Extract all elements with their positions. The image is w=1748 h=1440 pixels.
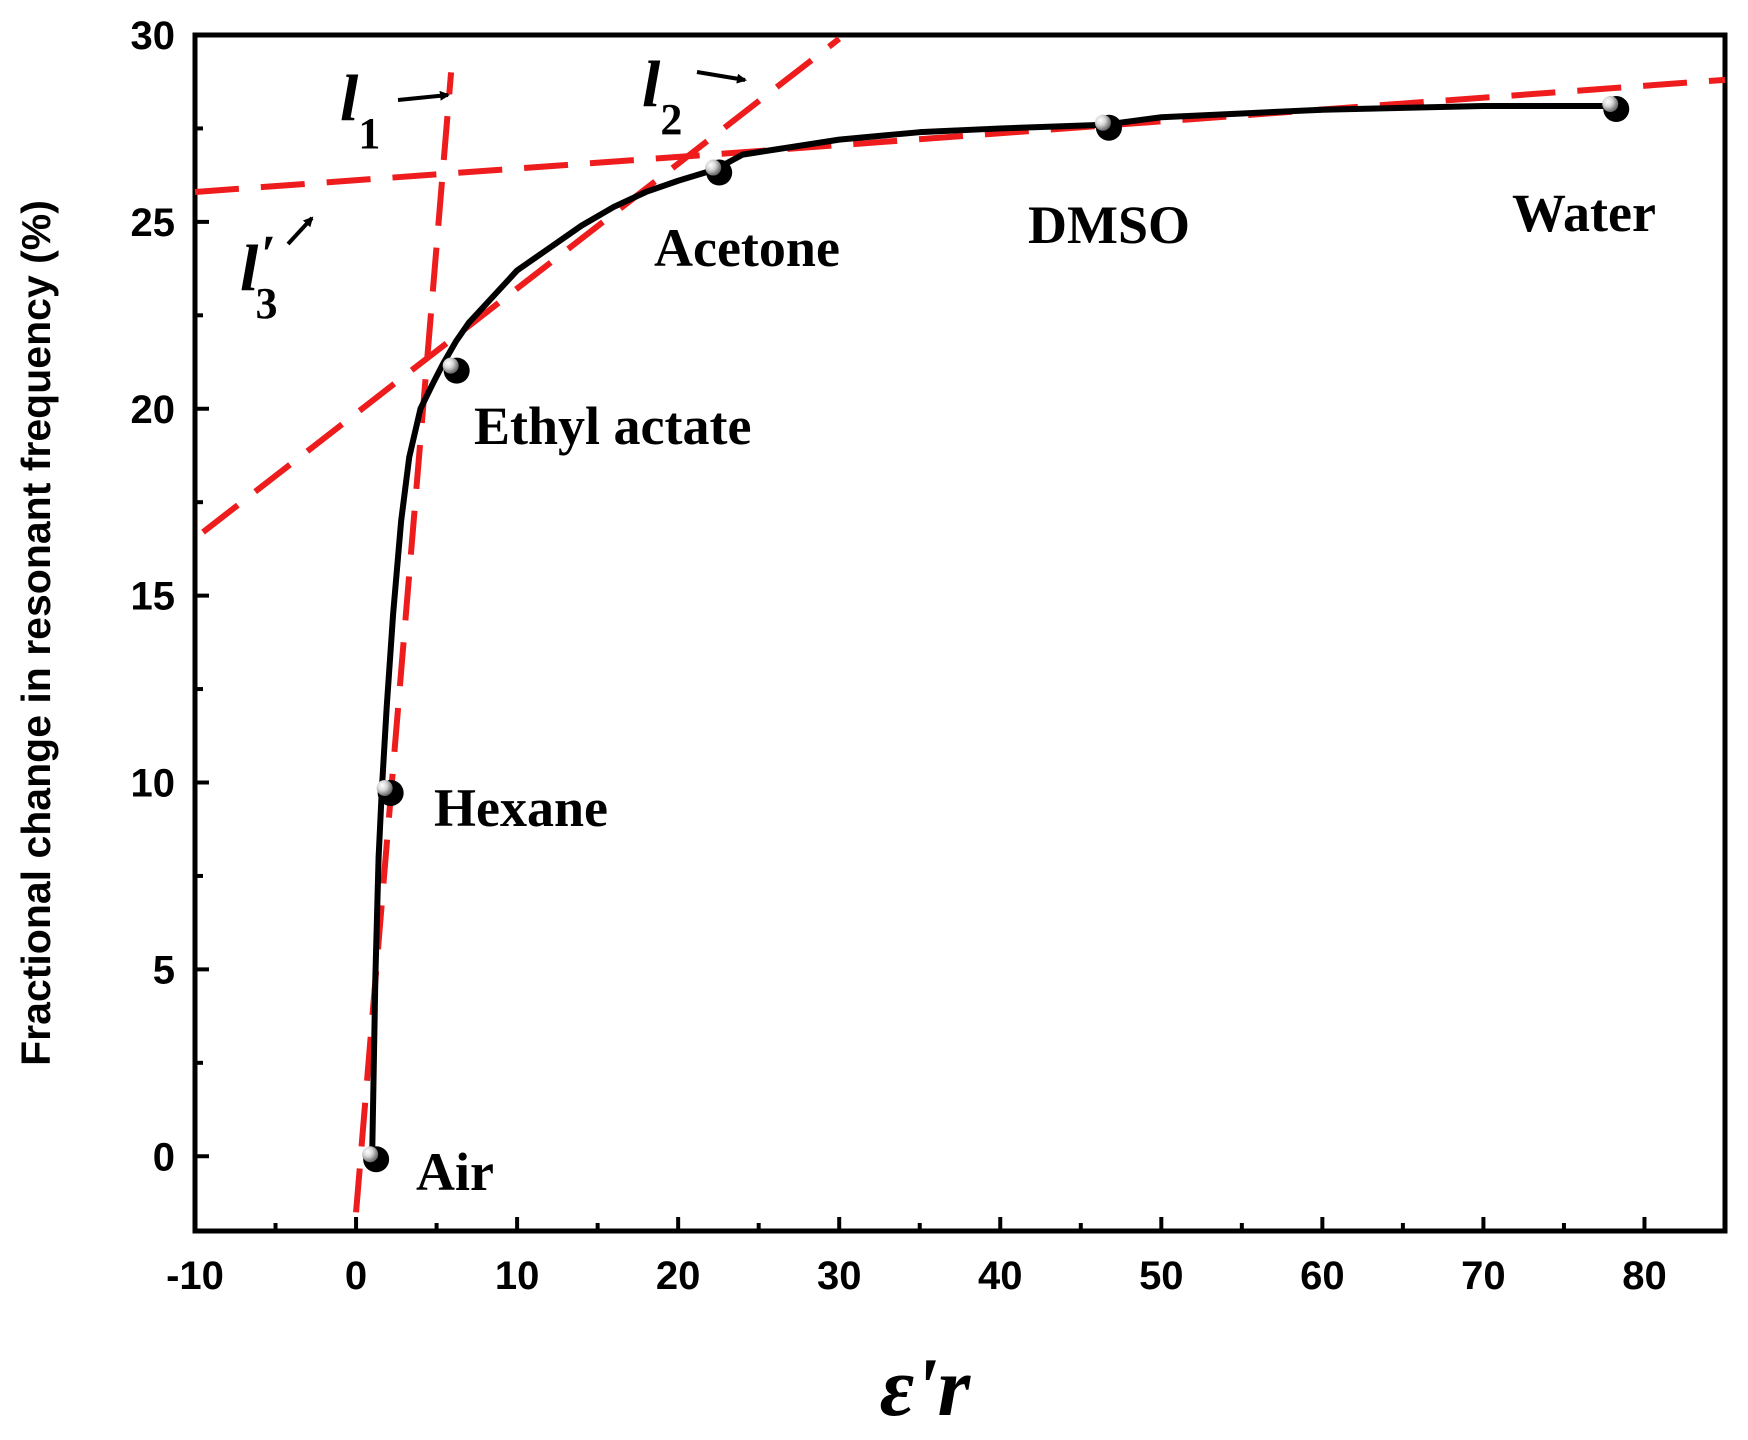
point-labels: Air Hexane Ethyl actate Acetone DMSO Wat… bbox=[416, 183, 1656, 1202]
point-label-hexane: Hexane bbox=[434, 778, 608, 838]
data-markers bbox=[362, 96, 1630, 1173]
y-tick-label: 15 bbox=[131, 575, 176, 619]
l3-arrow bbox=[286, 216, 314, 246]
y-tick-label: 10 bbox=[131, 762, 176, 806]
label-l1: l1 bbox=[340, 62, 450, 158]
point-label-water: Water bbox=[1512, 183, 1656, 243]
fit-lines bbox=[194, 36, 1726, 1213]
svg-text:l′3: l′ 3 bbox=[240, 224, 278, 328]
marker-air bbox=[362, 1146, 379, 1163]
fit-line-labels: l1 l2 l′ 3 bbox=[240, 48, 747, 328]
x-tick-label: 40 bbox=[978, 1254, 1023, 1298]
marker-dmso bbox=[1094, 114, 1111, 131]
marker-acetone bbox=[705, 159, 722, 176]
x-tick-label: 50 bbox=[1139, 1254, 1184, 1298]
marker-water bbox=[1602, 96, 1619, 113]
x-axis-label: ε'r bbox=[880, 1341, 972, 1434]
svg-text:l2: l2 bbox=[642, 48, 682, 144]
marker-hexane bbox=[376, 779, 393, 796]
x-tick-label: 60 bbox=[1300, 1254, 1345, 1298]
x-tick-label: 0 bbox=[345, 1254, 367, 1298]
x-tick-label: -10 bbox=[166, 1254, 224, 1298]
x-tick-label: 30 bbox=[817, 1254, 862, 1298]
y-tick-label: 20 bbox=[131, 388, 176, 432]
y-tick-label: 5 bbox=[153, 948, 175, 992]
marker-ethyl-actate bbox=[442, 357, 459, 374]
x-tick-label: 10 bbox=[495, 1254, 540, 1298]
x-tick-label: 20 bbox=[656, 1254, 701, 1298]
y-tick-label: 25 bbox=[131, 201, 176, 245]
x-axis-ticks: -10 0 10 20 30 40 50 60 70 80 bbox=[166, 1217, 1667, 1298]
l3-subscript: 3 bbox=[256, 279, 278, 328]
fit-line-l2 bbox=[201, 36, 842, 535]
point-label-dmso: DMSO bbox=[1028, 195, 1190, 255]
l2-arrow bbox=[696, 70, 747, 84]
plot-frame bbox=[192, 32, 1728, 1234]
l2-subscript: 2 bbox=[660, 95, 682, 144]
data-curve bbox=[369, 103, 1616, 1160]
l3-letter: l bbox=[240, 232, 259, 305]
label-l3: l′ 3 bbox=[240, 216, 314, 328]
point-label-acetone: Acetone bbox=[654, 218, 840, 278]
y-axis-label: Fractional change in resonant frequency … bbox=[13, 200, 59, 1066]
x-tick-label: 70 bbox=[1461, 1254, 1506, 1298]
y-axis-ticks: 0 5 10 15 20 25 30 bbox=[131, 14, 209, 1179]
data-curve-group bbox=[369, 103, 1616, 1160]
l2-letter: l bbox=[642, 48, 661, 121]
point-label-air: Air bbox=[416, 1142, 494, 1202]
y-tick-label: 30 bbox=[131, 14, 176, 58]
l1-letter: l bbox=[340, 62, 359, 135]
svg-text:l1: l1 bbox=[340, 62, 380, 158]
label-l2: l2 bbox=[642, 48, 747, 144]
fit-line-l1 bbox=[353, 72, 455, 1213]
l1-arrow bbox=[397, 90, 450, 102]
l1-subscript: 1 bbox=[358, 109, 380, 158]
l3-prime: ′ bbox=[260, 224, 275, 284]
y-tick-label: 0 bbox=[153, 1135, 175, 1179]
x-tick-label: 80 bbox=[1622, 1254, 1667, 1298]
point-label-ethyl-actate: Ethyl actate bbox=[474, 396, 751, 456]
